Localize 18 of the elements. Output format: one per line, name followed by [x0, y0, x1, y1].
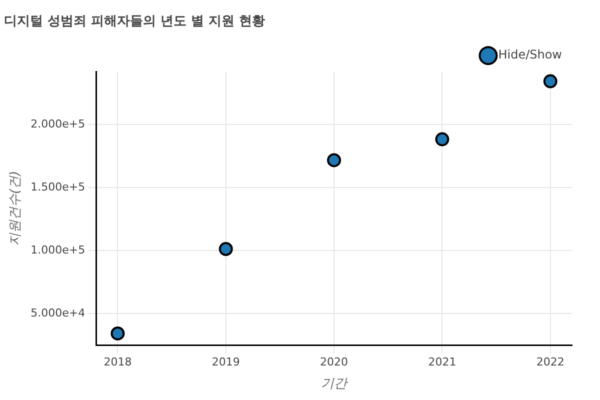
x-tick-label: 2020 — [320, 356, 348, 369]
x-tick-label: 2019 — [212, 356, 240, 369]
y-tick-label: 5.000e+4 — [30, 306, 86, 320]
legend-label: Hide/Show — [498, 48, 562, 62]
point — [435, 132, 450, 146]
point — [327, 153, 342, 168]
point — [110, 326, 125, 340]
x-tick-label: 2018 — [104, 356, 132, 369]
x-tick-label: 2022 — [536, 356, 564, 369]
point — [543, 74, 558, 88]
y-tick-label: 1.000e+5 — [30, 243, 86, 256]
x-tick-label: 2021 — [428, 356, 456, 369]
y-tick-label: 2.000e+5 — [30, 117, 86, 130]
chart-title: 디지털 성범죄 피해자들의 년도 별 지원 현황 — [4, 14, 266, 30]
point — [218, 242, 233, 256]
y-axis-title: 지원건수(건) — [8, 170, 24, 246]
y-tick-label: 1.500e+5 — [30, 180, 86, 194]
x-axis-title: 기간 — [321, 376, 350, 392]
